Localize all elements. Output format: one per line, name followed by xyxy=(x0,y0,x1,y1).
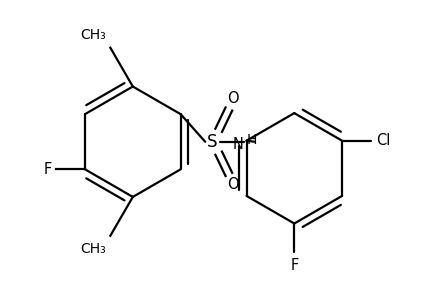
Text: CH₃: CH₃ xyxy=(80,28,106,42)
Text: S: S xyxy=(207,133,218,151)
Text: N: N xyxy=(232,137,243,152)
Text: CH₃: CH₃ xyxy=(80,242,106,256)
Text: O: O xyxy=(227,177,239,192)
Text: H: H xyxy=(247,133,257,147)
Text: O: O xyxy=(227,91,239,106)
Text: Cl: Cl xyxy=(376,133,390,148)
Text: F: F xyxy=(290,258,298,273)
Text: F: F xyxy=(43,162,51,177)
